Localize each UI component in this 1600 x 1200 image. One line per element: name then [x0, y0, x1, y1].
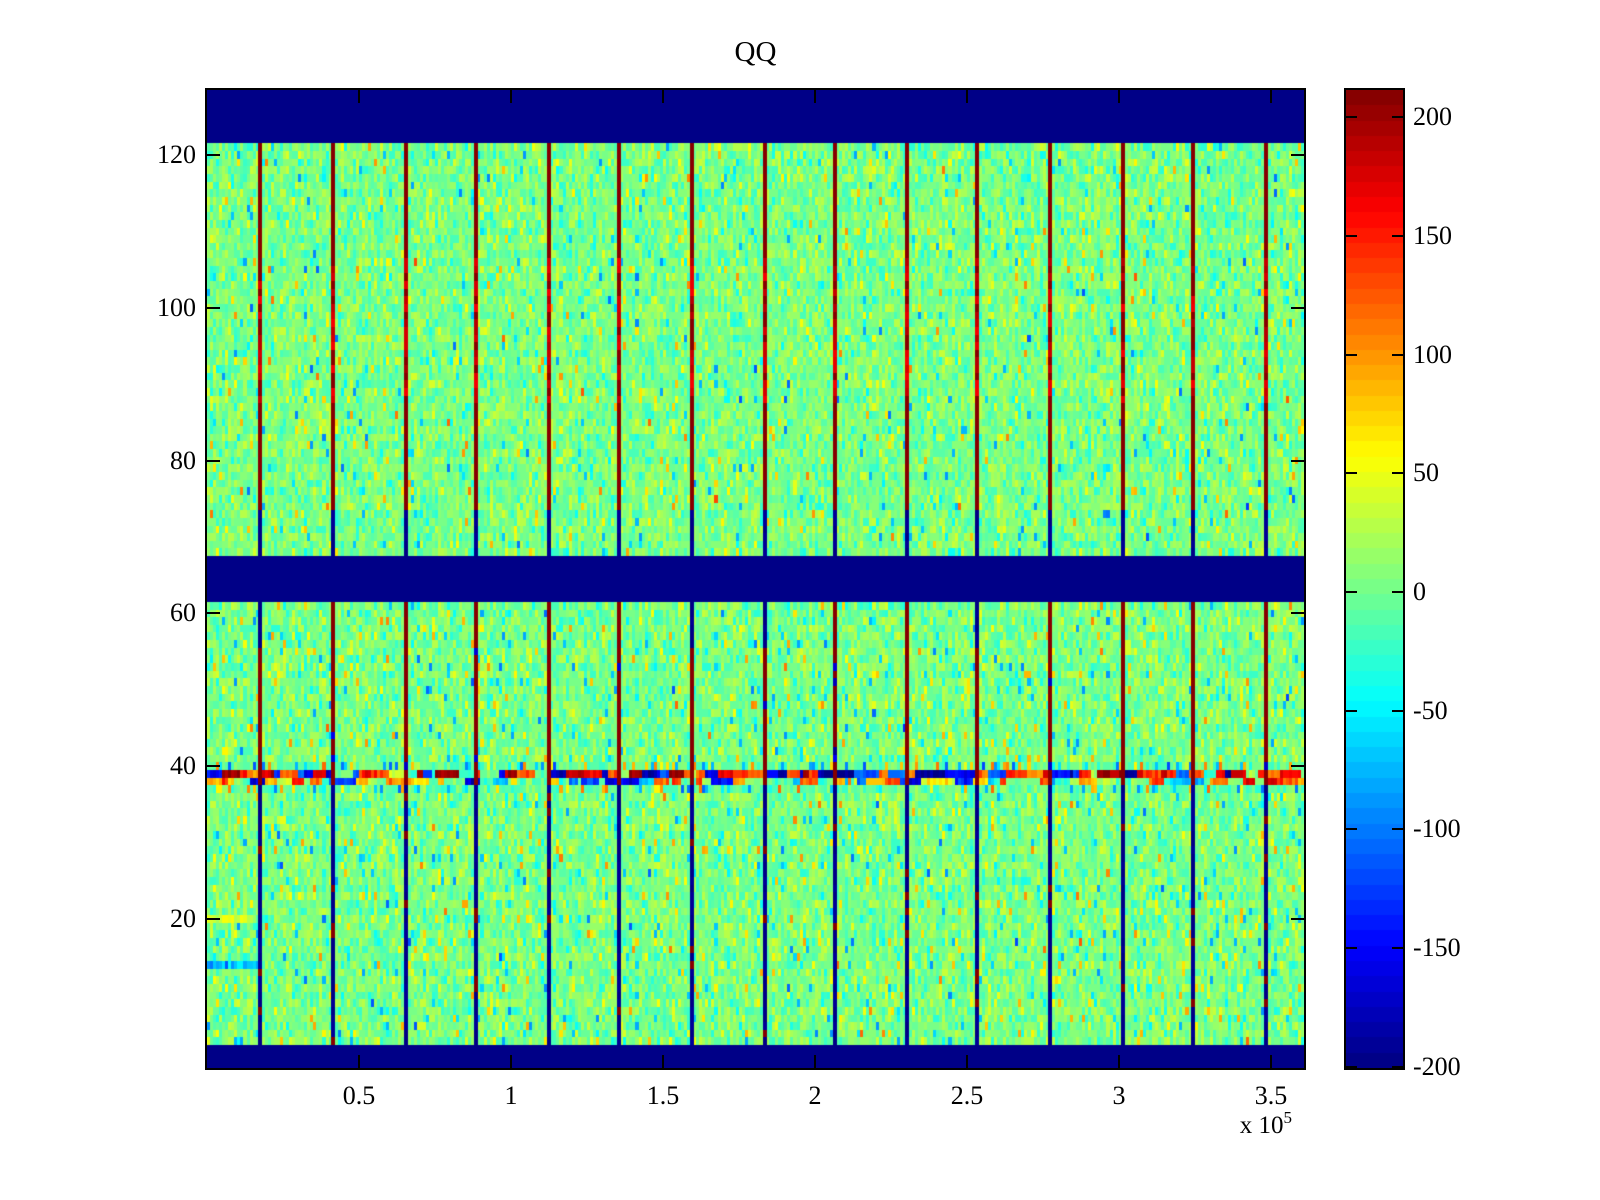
colorbar-tick-label: 200	[1413, 102, 1452, 131]
colorbar-box	[1344, 88, 1405, 1070]
x-tick-label: 1	[504, 1081, 518, 1110]
x-scale-mantissa: x 10	[1239, 1112, 1284, 1139]
y-tick-label: 100	[157, 293, 196, 322]
colorbar-tick-label: 100	[1413, 340, 1452, 369]
x-scale-exponent: 5	[1283, 1108, 1293, 1127]
colorbar-canvas	[1346, 90, 1403, 1068]
y-tick-label: 20	[170, 904, 196, 933]
x-axis-scale-label: x 105	[1130, 1096, 1292, 1140]
chart-title: QQ	[734, 36, 777, 68]
colorbar-tick-label: -150	[1413, 933, 1461, 962]
colorbar-tick-label: -200	[1413, 1052, 1461, 1081]
x-tick-label: 2	[808, 1081, 822, 1110]
colorbar-tick-label: 50	[1413, 458, 1439, 487]
x-tick-label: 0.5	[342, 1081, 376, 1110]
colorbar-tick-label: 150	[1413, 221, 1452, 250]
y-tick-label: 60	[170, 598, 196, 627]
plot-axes-box	[205, 88, 1306, 1070]
x-tick-label: 1.5	[646, 1081, 680, 1110]
y-tick-label: 80	[170, 446, 196, 475]
colorbar-tick-label: 0	[1413, 577, 1426, 606]
colorbar-tick-label: -100	[1413, 814, 1461, 843]
colorbar-tick-label: -50	[1413, 696, 1448, 725]
y-tick-label: 120	[157, 140, 196, 169]
y-tick-label: 40	[170, 751, 196, 780]
x-tick-label: 2.5	[950, 1081, 984, 1110]
heatmap-canvas	[207, 90, 1304, 1068]
